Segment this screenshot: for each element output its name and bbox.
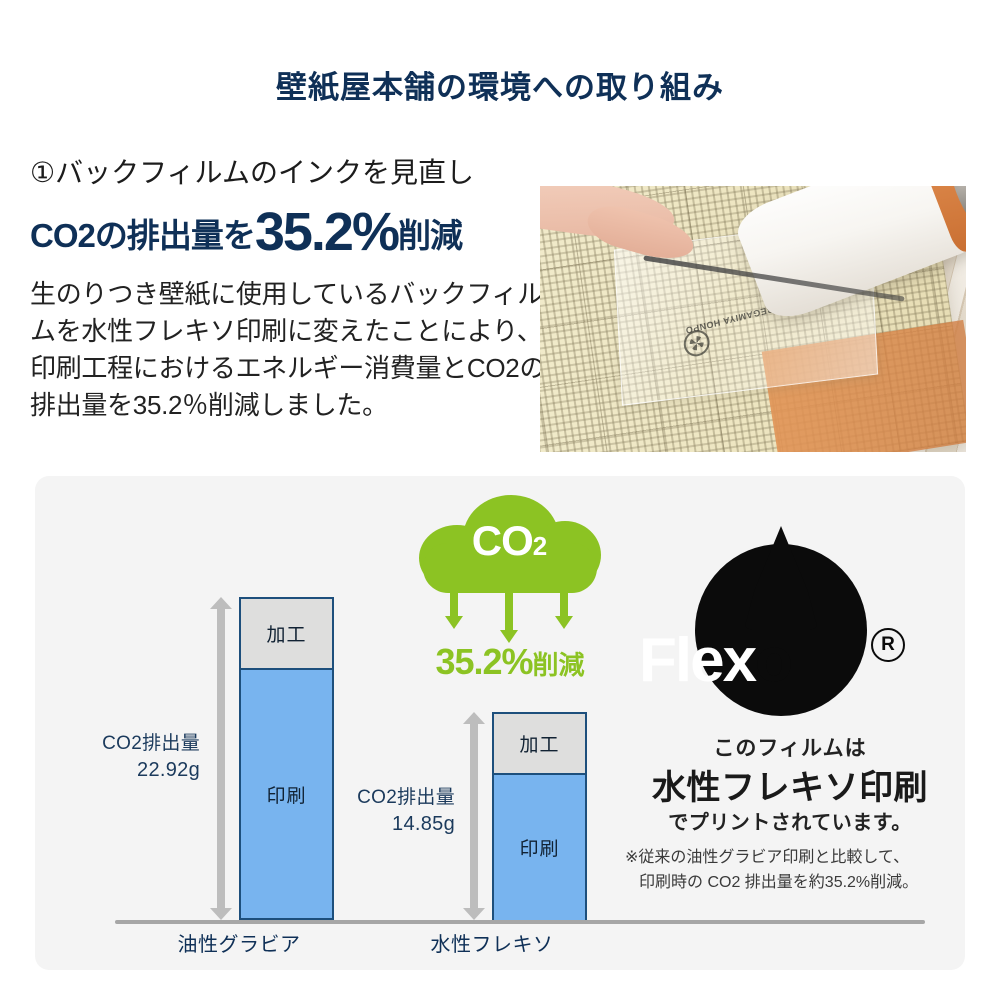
flexo-caption-line2: 水性フレキソ印刷 [652, 769, 928, 807]
headline-suffix: 削減 [397, 217, 463, 254]
hand [540, 186, 702, 292]
footnote-line1: ※従来の油性グラビア印刷と比較して、 [625, 849, 910, 866]
bar-segment-printing: 印刷 [241, 670, 332, 918]
product-photo: KABEGAMIYA HONPO [540, 186, 966, 452]
bar-water-flexo: 加工 印刷 [492, 712, 587, 920]
bar-segment-processing: 加工 [494, 714, 585, 775]
reduction-suffix: 削減 [532, 650, 585, 680]
arrow-head-up-icon [463, 712, 485, 724]
arrow-tip [445, 616, 463, 629]
value-label-title: CO2排出量 [357, 787, 455, 808]
headline-prefix: CO2の排出量を [30, 217, 256, 254]
flexo-droplet-icon [695, 526, 867, 716]
page-title: 壁紙屋本舗の環境への取り組み [276, 70, 724, 105]
cloud-label-subscript: 2 [532, 531, 548, 561]
arrow-shaft [217, 606, 225, 911]
measure-arrow-water-flexo [463, 712, 485, 920]
film-seal-icon [682, 328, 710, 359]
arrow-shaft [470, 721, 478, 911]
chart-baseline [115, 920, 925, 924]
arrow-stem [450, 593, 458, 616]
cloud-base [423, 543, 597, 593]
intro-headline: CO2の排出量を35.2%削減 [30, 205, 550, 259]
arrow-tip [500, 630, 518, 643]
category-label-oil-gravure: 油性グラビア [177, 934, 301, 956]
down-arrow-icon [445, 593, 463, 629]
flexo-footnote: ※従来の油性グラビア印刷と比較して、 印刷時の CO2 排出量を約35.2%削減… [625, 846, 961, 896]
registered-trademark-icon: R [871, 628, 905, 662]
arrow-stem [560, 593, 568, 616]
value-label-title: CO2排出量 [102, 733, 200, 754]
down-arrow-icon [500, 593, 518, 643]
flexo-logo-o: o [755, 626, 793, 695]
cloud-label: CO2 [419, 517, 599, 565]
flexo-logo-f: F [639, 626, 677, 695]
value-label-oil-gravure: CO2排出量 22.92g [45, 732, 200, 783]
co2-cloud-icon: CO2 [419, 495, 601, 597]
arrow-head-down-icon [210, 908, 232, 920]
bar-segment-processing: 加工 [241, 599, 332, 670]
measure-arrow-oil-gravure [210, 597, 232, 920]
footnote-line2: 印刷時の CO2 排出量を約35.2%削減。 [639, 873, 919, 891]
value-label-water-flexo: CO2排出量 14.85g [303, 786, 455, 837]
co2-bar-chart: 加工 印刷 CO2排出量 22.92g 油性グラビア 加工 印刷 [35, 476, 925, 970]
value-label-amount: 22.92g [137, 758, 200, 781]
flexo-logo-text: Flexo [639, 630, 793, 692]
value-label-amount: 14.85g [392, 812, 455, 835]
arrow-head-up-icon [210, 597, 232, 609]
reduction-value: 35.2% [435, 641, 533, 682]
flexo-logo-lex: lex [674, 626, 757, 695]
cloud-label-co: CO [471, 517, 534, 564]
category-label-water-flexo: 水性フレキソ [430, 934, 554, 956]
reduction-text: 35.2%削減 [405, 641, 615, 683]
bar-oil-gravure: 加工 印刷 [239, 597, 334, 920]
comparison-panel: 加工 印刷 CO2排出量 22.92g 油性グラビア 加工 印刷 [35, 476, 965, 970]
flexo-brand-block: Flexo R このフィルムは 水性フレキソ印刷 でプリントされています。 ※従… [615, 506, 965, 926]
flexo-caption-line1: このフィルムは [713, 737, 867, 760]
down-arrow-icon [555, 593, 573, 629]
co2-reduction-badge: CO2 35.2%削減 [405, 495, 615, 682]
downward-arrows [429, 593, 589, 643]
arrow-head-down-icon [463, 908, 485, 920]
arrow-tip [555, 616, 573, 629]
arrow-stem [505, 593, 513, 630]
bar-segment-printing: 印刷 [494, 775, 585, 920]
headline-value: 35.2% [254, 202, 400, 262]
flexo-caption-line3: でプリントされています。 [668, 812, 912, 834]
intro-body: 生のりつき壁紙に使用しているバックフィルムを水性フレキソ印刷に変えたことにより、… [30, 279, 546, 420]
intro-lead: ①バックフィルムのインクを見直し [30, 157, 474, 188]
